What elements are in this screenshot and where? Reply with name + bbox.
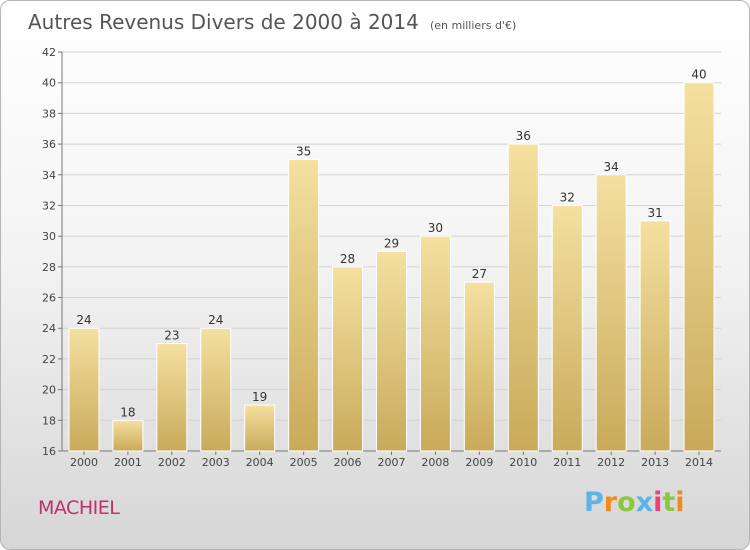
bar (156, 343, 188, 452)
y-tick-label: 42 (42, 46, 56, 59)
x-tick-label: 2010 (509, 456, 537, 469)
bar (639, 220, 671, 452)
bar-value-label: 23 (164, 329, 179, 343)
y-tick-label: 24 (42, 322, 56, 335)
y-tick-label: 26 (42, 292, 56, 305)
y-tick-label: 38 (42, 107, 56, 120)
bar-value-label: 32 (560, 190, 575, 204)
y-tick-label: 16 (42, 445, 56, 458)
bar (244, 404, 276, 452)
bar-value-label: 31 (647, 206, 662, 220)
bar (332, 266, 364, 452)
bar-value-label: 27 (472, 267, 487, 281)
y-tick-label: 18 (42, 414, 56, 427)
x-tick-label: 2006 (334, 456, 362, 469)
y-tick-label: 22 (42, 353, 56, 366)
bar-value-label: 35 (296, 144, 311, 158)
x-tick-label: 2002 (158, 456, 186, 469)
x-tick-label: 2011 (553, 456, 581, 469)
x-tick-label: 2005 (290, 456, 318, 469)
y-tick-label: 30 (42, 230, 56, 243)
y-tick-label: 34 (42, 169, 56, 182)
y-tick-label: 36 (42, 138, 56, 151)
y-tick-label: 28 (42, 261, 56, 274)
logo-letter: i (653, 487, 663, 518)
bar (551, 204, 583, 452)
bar-value-label: 29 (384, 237, 399, 251)
x-tick-label: 2014 (685, 456, 713, 469)
bar (112, 419, 144, 452)
logo-letter: P (584, 487, 604, 518)
bar (507, 143, 539, 452)
bar-value-label: 24 (208, 313, 223, 327)
bar-value-label: 40 (691, 68, 706, 82)
bar-value-label: 36 (516, 129, 531, 143)
chart-title-unit: (en milliers d'€) (429, 19, 517, 32)
logo-letter: x (635, 487, 654, 518)
logo-letter: t (662, 487, 676, 518)
y-tick-label: 32 (42, 199, 56, 212)
bar (376, 251, 407, 452)
bar (288, 158, 320, 452)
bar-value-label: 34 (604, 160, 619, 174)
y-tick-label: 20 (42, 384, 56, 397)
bar-value-label: 28 (340, 252, 355, 266)
x-tick-label: 2004 (246, 456, 274, 469)
logo-letter: r (603, 487, 618, 518)
bar (419, 235, 451, 452)
commune-name: MACHIEL (38, 497, 120, 519)
x-tick-label: 2012 (597, 456, 625, 469)
bar (683, 82, 715, 452)
x-tick-label: 2007 (378, 456, 406, 469)
bar (200, 327, 232, 452)
logo-letter: o (617, 487, 636, 518)
bar-value-label: 19 (252, 390, 267, 404)
bar (595, 174, 627, 452)
bar-value-label: 18 (120, 405, 135, 419)
chart-title-main: Autres Revenus Divers de 2000 à 2014 (28, 10, 419, 34)
bar-value-label: 30 (428, 221, 443, 235)
proxiti-logo[interactable]: Proxiti (584, 487, 685, 518)
x-tick-label: 2008 (421, 456, 449, 469)
y-tick-label: 40 (42, 77, 56, 90)
x-tick-label: 2000 (70, 456, 98, 469)
chart-title: Autres Revenus Divers de 2000 à 2014 (en… (28, 10, 516, 34)
logo-letter: i (675, 487, 685, 518)
x-tick-label: 2009 (465, 456, 493, 469)
bar (68, 327, 100, 452)
x-tick-label: 2003 (202, 456, 230, 469)
bar (463, 281, 495, 452)
x-tick-label: 2001 (114, 456, 142, 469)
bar-value-label: 24 (76, 313, 91, 327)
x-tick-label: 2013 (641, 456, 669, 469)
